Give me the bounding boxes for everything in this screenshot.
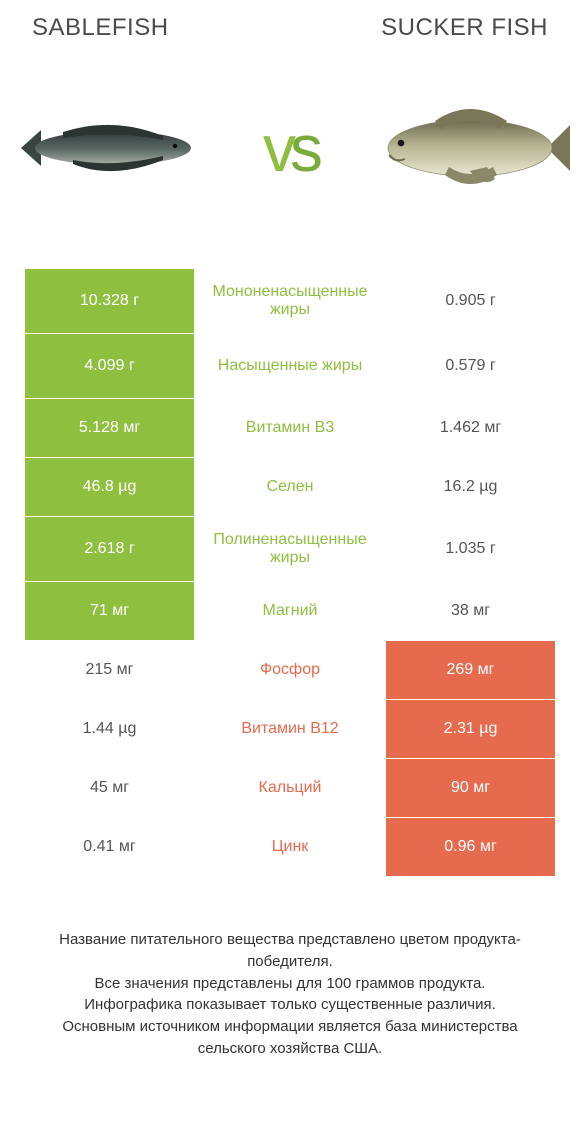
nutrient-label: Кальций: [195, 759, 385, 817]
footer-line-4: Основным источником информации является …: [28, 1016, 552, 1060]
footer-notes: Название питательного вещества представл…: [10, 929, 570, 1060]
nutrient-label: Цинк: [195, 818, 385, 876]
left-product-image: [10, 58, 205, 238]
nutrient-label: Полиненасыщенные жиры: [195, 517, 385, 581]
right-value: 0.905 г: [386, 269, 555, 333]
right-value: 0.96 мг: [386, 818, 555, 876]
comparison-table: 10.328 гМононенасыщенные жиры0.905 г4.09…: [24, 268, 556, 877]
table-row: 46.8 µgСелен16.2 µg: [25, 458, 556, 517]
table-row: 71 мгМагний38 мг: [25, 582, 556, 641]
table-row: 5.128 мгВитамин B31.462 мг: [25, 399, 556, 458]
nutrient-label: Витамин B3: [195, 399, 385, 457]
table-row: 45 мгКальций90 мг: [25, 759, 556, 818]
right-value: 90 мг: [386, 759, 555, 817]
right-value: 16.2 µg: [386, 458, 555, 516]
image-row: vs: [10, 38, 570, 258]
right-value: 1.462 мг: [386, 399, 555, 457]
footer-line-1: Название питательного вещества представл…: [28, 929, 552, 973]
left-value: 4.099 г: [25, 334, 194, 398]
table-row: 0.41 мгЦинк0.96 мг: [25, 818, 556, 877]
right-product-image: [375, 58, 570, 238]
nutrient-label: Селен: [195, 458, 385, 516]
left-value: 46.8 µg: [25, 458, 194, 516]
right-value: 269 мг: [386, 641, 555, 699]
nutrient-label: Насыщенные жиры: [195, 334, 385, 398]
right-value: 38 мг: [386, 582, 555, 640]
table-row: 215 мгФосфор269 мг: [25, 641, 556, 700]
footer-line-3: Инфографика показывает только существенн…: [28, 994, 552, 1016]
left-value: 2.618 г: [25, 517, 194, 581]
left-value: 0.41 мг: [25, 818, 194, 876]
nutrient-label: Витамин B12: [195, 700, 385, 758]
suckerfish-icon: [375, 93, 570, 203]
comparison-infographic: Sablefish Sucker fish vs: [0, 0, 580, 1144]
vs-label: vs: [263, 115, 317, 181]
right-value: 2.31 µg: [386, 700, 555, 758]
table-row: 1.44 µgВитамин B122.31 µg: [25, 700, 556, 759]
table-row: 10.328 гМононенасыщенные жиры0.905 г: [25, 269, 556, 334]
nutrient-label: Магний: [195, 582, 385, 640]
left-value: 215 мг: [25, 641, 194, 699]
footer-line-2: Все значения представлены для 100 граммо…: [28, 973, 552, 995]
table-row: 4.099 гНасыщенные жиры0.579 г: [25, 334, 556, 399]
sablefish-icon: [13, 108, 203, 188]
table-row: 2.618 гПолиненасыщенные жиры1.035 г: [25, 517, 556, 582]
right-value: 1.035 г: [386, 517, 555, 581]
left-value: 10.328 г: [25, 269, 194, 333]
nutrient-label: Мононенасыщенные жиры: [195, 269, 385, 333]
right-value: 0.579 г: [386, 334, 555, 398]
left-value: 71 мг: [25, 582, 194, 640]
nutrient-label: Фосфор: [195, 641, 385, 699]
left-value: 1.44 µg: [25, 700, 194, 758]
left-value: 5.128 мг: [25, 399, 194, 457]
left-value: 45 мг: [25, 759, 194, 817]
